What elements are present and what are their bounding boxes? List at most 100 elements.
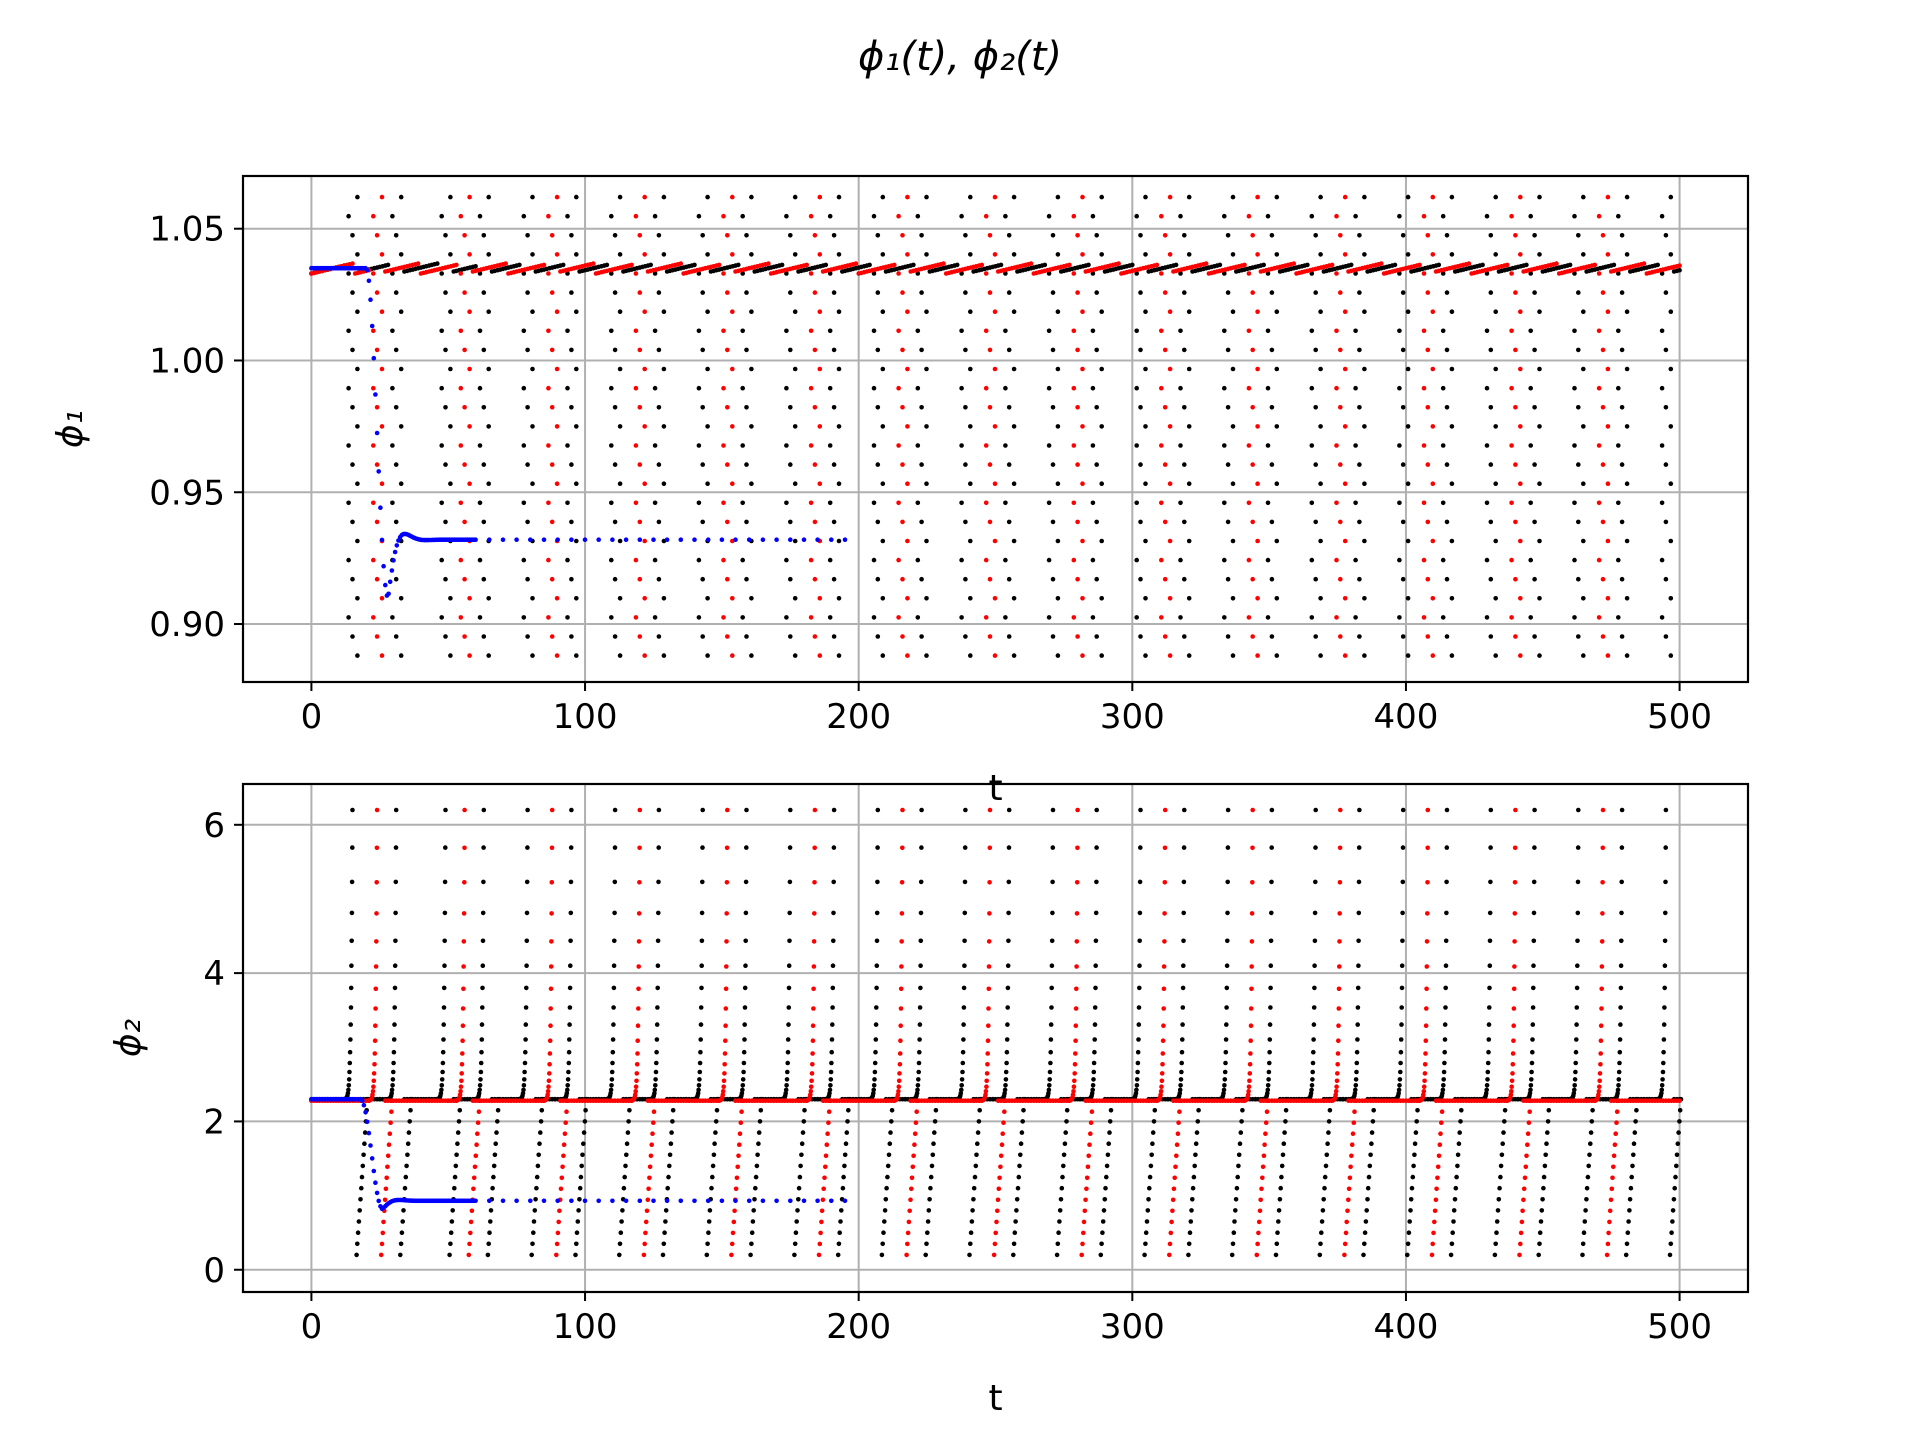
data-point: [960, 1069, 965, 1075]
data-point: [1442, 1049, 1447, 1055]
data-point: [1090, 443, 1096, 448]
data-point: [486, 653, 492, 658]
data-point: [654, 1022, 660, 1027]
data-point: [871, 443, 877, 448]
data-point: [623, 1198, 629, 1204]
data-point: [1529, 1069, 1534, 1075]
data-point: [880, 481, 886, 487]
data-point: [1134, 1087, 1139, 1093]
data-point: [1070, 1092, 1076, 1098]
data-point: [836, 366, 842, 372]
data-point: [973, 1163, 979, 1169]
data-point: [924, 424, 929, 429]
data-point: [1663, 290, 1669, 295]
data-point: [1586, 1163, 1591, 1169]
data-point: [371, 615, 376, 620]
data-point: [633, 1089, 638, 1094]
data-point: [1173, 262, 1179, 268]
data-point: [785, 1037, 791, 1042]
data-point: [652, 557, 658, 563]
data-point: [481, 807, 487, 813]
data-point: [373, 1023, 378, 1028]
data-point: [612, 290, 618, 295]
data-point: [385, 1153, 391, 1159]
data-point: [442, 910, 448, 916]
data-point: [1148, 1163, 1154, 1169]
x-axis-label: t: [988, 1378, 1002, 1419]
data-point: [699, 910, 705, 916]
data-point: [1397, 328, 1402, 334]
data-point: [1573, 1069, 1578, 1075]
data-point: [611, 1005, 616, 1010]
data-point: [1143, 481, 1148, 487]
data-point: [883, 1197, 889, 1202]
data-point: [549, 845, 555, 851]
data-point: [836, 194, 842, 200]
data-point: [1181, 879, 1187, 885]
data-point: [705, 252, 710, 257]
data-point: [919, 290, 924, 295]
data-point: [523, 1005, 529, 1010]
data-point: [1312, 938, 1318, 944]
data-point: [1362, 481, 1367, 487]
data-point: [634, 1071, 640, 1076]
data-point: [1619, 576, 1625, 582]
data-point: [1313, 347, 1318, 353]
data-point: [1362, 309, 1367, 315]
data-point: [1091, 1069, 1097, 1075]
data-point: [831, 405, 837, 410]
data-point: [784, 213, 789, 219]
data-point: [1152, 1108, 1158, 1113]
data-point: [721, 328, 726, 334]
data-point: [582, 537, 588, 542]
data-point: [1362, 1230, 1368, 1235]
data-point: [744, 462, 749, 467]
data-point: [565, 557, 570, 563]
data-point: [633, 213, 639, 219]
data-point: [549, 233, 555, 238]
data-point: [1162, 807, 1168, 813]
data-point: [1668, 481, 1674, 487]
data-point: [1509, 443, 1514, 448]
data-point: [1581, 309, 1586, 315]
data-point: [1484, 557, 1490, 563]
data-point: [1633, 1119, 1638, 1124]
data-point: [1186, 309, 1192, 315]
data-point: [737, 1131, 743, 1136]
data-point: [1134, 615, 1139, 620]
data-point: [1093, 985, 1098, 991]
data-point: [528, 537, 533, 542]
data-point: [1167, 481, 1173, 487]
data-point: [875, 462, 881, 467]
data-point: [719, 537, 725, 542]
data-point: [721, 1078, 727, 1084]
data-point: [1138, 845, 1143, 850]
data-point: [442, 938, 448, 944]
data-point: [725, 634, 730, 639]
data-point: [524, 938, 530, 944]
data-point: [1537, 538, 1542, 544]
data-point: [1011, 366, 1017, 372]
data-point: [721, 557, 726, 563]
data-point: [700, 879, 705, 885]
data-point: [393, 462, 399, 467]
data-point: [1094, 845, 1099, 850]
data-point: [1334, 271, 1339, 276]
data-point: [393, 347, 399, 353]
data-point: [546, 557, 551, 563]
data-point: [904, 1252, 909, 1258]
data-point: [1162, 290, 1168, 295]
data-point: [1546, 1108, 1552, 1113]
data-point: [1412, 1152, 1417, 1158]
data-point: [530, 194, 535, 200]
data-point: [1525, 1131, 1531, 1136]
data-point: [830, 985, 836, 991]
data-point: [810, 1038, 816, 1043]
data-point: [887, 1141, 893, 1146]
data-point: [1003, 500, 1008, 506]
data-point: [740, 385, 745, 391]
data-point: [1004, 1060, 1009, 1066]
data-point: [626, 1119, 631, 1124]
data-point: [1167, 538, 1173, 544]
data-point: [697, 1060, 703, 1066]
